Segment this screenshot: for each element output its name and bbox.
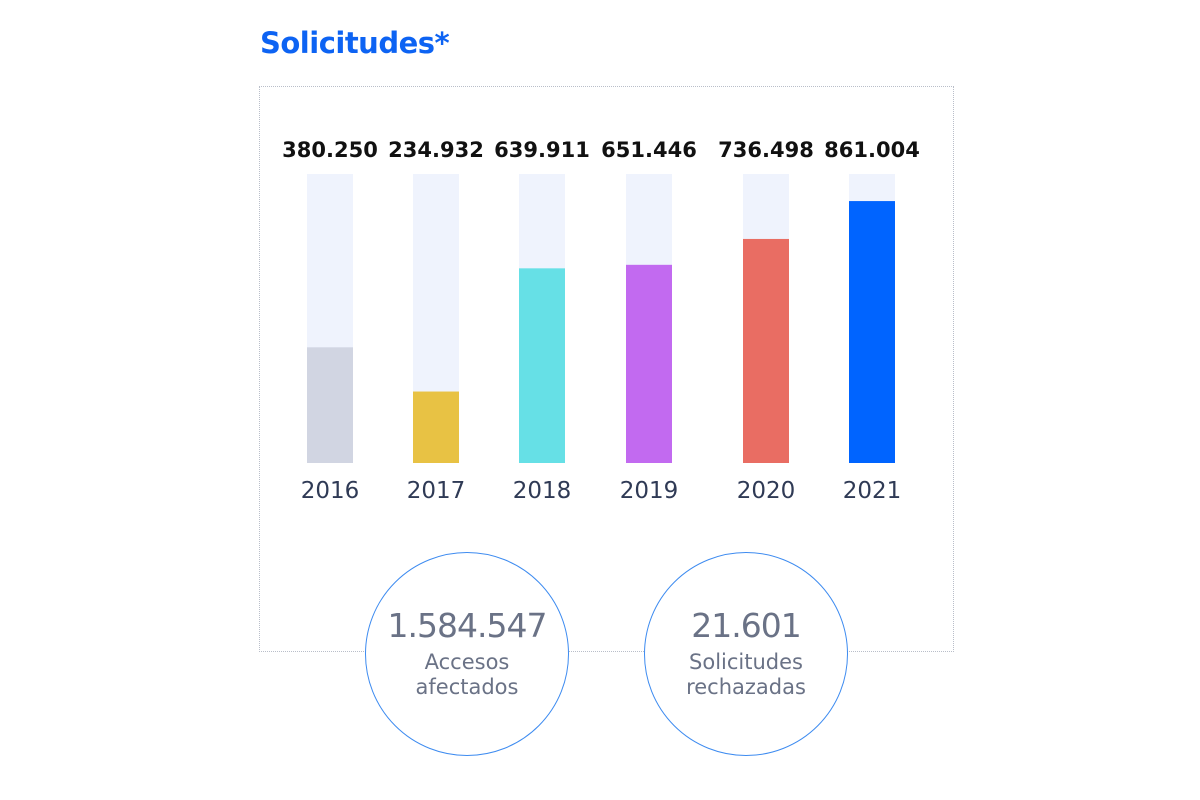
bar-2019	[626, 264, 672, 463]
value-label-2016: 380.250	[282, 138, 378, 162]
value-label-2019: 651.446	[601, 138, 697, 162]
stat-circle-accesos: 1.584.547 Accesos afectados	[365, 552, 569, 756]
year-label-2019: 2019	[620, 478, 679, 504]
year-label-2016: 2016	[301, 478, 360, 504]
year-label-2021: 2021	[843, 478, 902, 504]
value-label-2020: 736.498	[718, 138, 814, 162]
value-label-2018: 639.911	[494, 138, 590, 162]
bar-2017	[413, 391, 459, 463]
bar-2016	[307, 347, 353, 463]
stat-value-rechazadas: 21.601	[691, 605, 801, 645]
stat-circle-rechazadas: 21.601 Solicitudes rechazadas	[644, 552, 848, 756]
bar-2021	[849, 201, 895, 463]
value-label-2021: 861.004	[824, 138, 920, 162]
stat-value-accesos: 1.584.547	[387, 605, 548, 645]
chart-frame	[259, 86, 954, 652]
stat-label-rechazadas: Solicitudes rechazadas	[686, 649, 806, 700]
bar-2018	[519, 268, 565, 463]
year-label-2018: 2018	[513, 478, 572, 504]
year-label-2017: 2017	[407, 478, 466, 504]
value-label-2017: 234.932	[388, 138, 484, 162]
stat-label-accesos: Accesos afectados	[415, 649, 519, 700]
year-label-2020: 2020	[737, 478, 796, 504]
bar-2020	[743, 238, 789, 463]
chart-title: Solicitudes*	[260, 26, 450, 60]
